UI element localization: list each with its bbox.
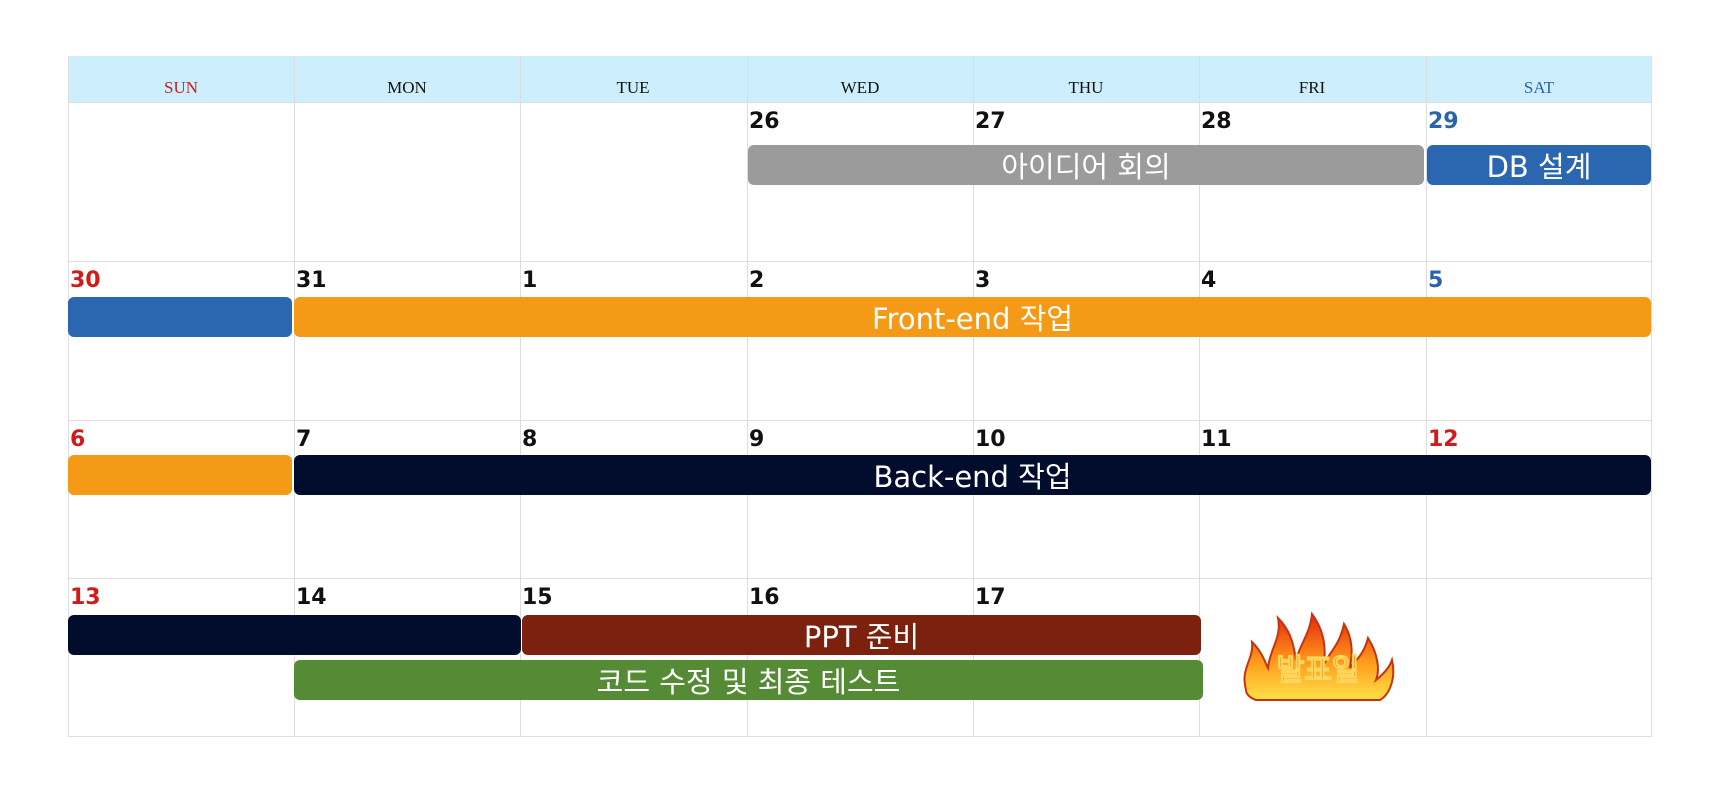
grid-line — [1651, 56, 1652, 737]
flame-icon — [1243, 611, 1395, 701]
grid-line — [1426, 56, 1427, 737]
grid-line — [68, 578, 1652, 579]
weekday-sat: SAT — [1523, 78, 1555, 97]
grid-line — [68, 56, 69, 737]
grid-line — [68, 420, 1652, 421]
date-cell-number[interactable]: 10 — [975, 427, 1006, 452]
date-cell-number[interactable]: 3 — [975, 268, 991, 293]
date-cell-number[interactable]: 17 — [975, 585, 1006, 610]
date-cell-number[interactable]: 13 — [70, 585, 101, 610]
grid-line — [68, 736, 1652, 737]
calendar: SUN MON TUE WED THU FRI SAT 26 27 28 29 … — [68, 56, 1652, 737]
date-cell-number[interactable]: 2 — [749, 268, 765, 293]
weekday-tue: TUE — [616, 78, 650, 97]
event-db-design-continued[interactable] — [68, 297, 292, 337]
date-cell-number[interactable]: 27 — [975, 109, 1006, 134]
weekday-fri: FRI — [1298, 78, 1326, 97]
date-cell-number[interactable]: 5 — [1428, 268, 1444, 293]
grid-line — [1199, 56, 1200, 737]
event-frontend-continued[interactable] — [68, 455, 292, 495]
grid-line — [294, 56, 295, 737]
weekday-thu: THU — [1068, 78, 1104, 97]
weekday-sun: SUN — [163, 78, 198, 97]
date-cell-number[interactable]: 26 — [749, 109, 780, 134]
date-cell-number[interactable]: 4 — [1201, 268, 1217, 293]
grid-line — [520, 56, 521, 737]
date-cell-number[interactable]: 8 — [522, 427, 538, 452]
event-ppt[interactable]: PPT 준비 — [522, 615, 1201, 655]
presentation-day-label: 발표일 — [1277, 653, 1360, 688]
grid-line — [973, 56, 974, 737]
grid-line — [747, 56, 748, 737]
weekday-mon: MON — [387, 78, 427, 97]
date-cell-number[interactable]: 14 — [296, 585, 327, 610]
date-cell-number[interactable]: 6 — [70, 427, 86, 452]
grid-line — [68, 102, 1652, 103]
weekday-header-row: SUN MON TUE WED THU FRI SAT — [68, 56, 1652, 102]
date-cell-number[interactable]: 28 — [1201, 109, 1232, 134]
event-code-fix[interactable]: 코드 수정 및 최종 테스트 — [294, 660, 1203, 700]
event-db-design[interactable]: DB 설계 — [1427, 145, 1651, 185]
date-cell-number[interactable]: 30 — [70, 268, 101, 293]
date-cell-number[interactable]: 9 — [749, 427, 765, 452]
date-cell-number[interactable]: 11 — [1201, 427, 1232, 452]
date-cell-number[interactable]: 7 — [296, 427, 312, 452]
event-backend[interactable]: Back-end 작업 — [294, 455, 1651, 495]
event-idea-meeting[interactable]: 아이디어 회의 — [748, 145, 1424, 185]
date-cell-number[interactable]: 31 — [296, 268, 327, 293]
date-cell-number[interactable]: 16 — [749, 585, 780, 610]
grid-line — [68, 261, 1652, 262]
weekday-wed: WED — [840, 78, 880, 97]
date-cell-number[interactable]: 1 — [522, 268, 538, 293]
event-frontend[interactable]: Front-end 작업 — [294, 297, 1651, 337]
date-cell-number[interactable]: 15 — [522, 585, 553, 610]
date-cell-number[interactable]: 12 — [1428, 427, 1459, 452]
date-cell-number[interactable]: 29 — [1428, 109, 1459, 134]
presentation-day-badge: 발표일 — [1243, 611, 1395, 701]
event-backend-continued[interactable] — [68, 615, 521, 655]
